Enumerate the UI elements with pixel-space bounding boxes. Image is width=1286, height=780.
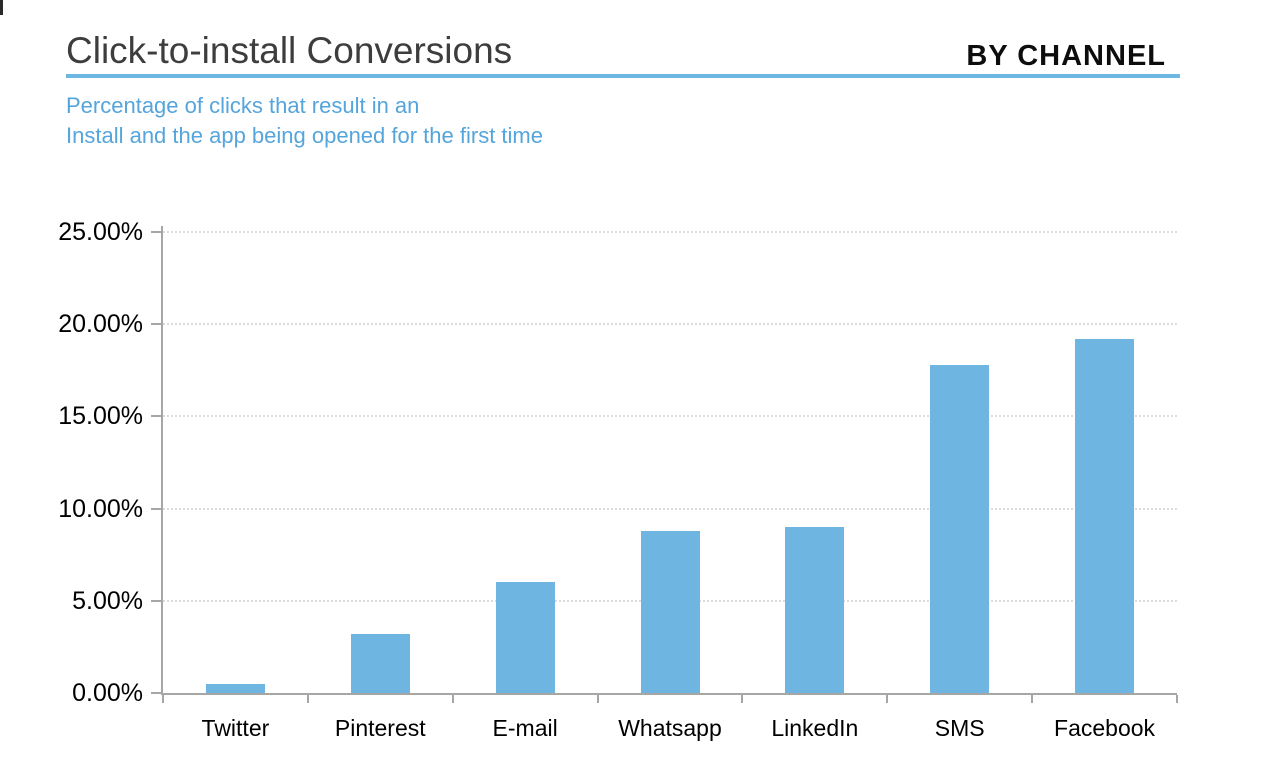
x-axis-label-sms: SMS xyxy=(934,715,985,741)
subtitle-line-2: Install and the app being opened for the… xyxy=(66,123,543,148)
x-axis-tick xyxy=(1176,695,1178,703)
gridline-25 xyxy=(163,231,1177,233)
y-axis-tick xyxy=(151,415,161,418)
x-axis-label-whatsapp: Whatsapp xyxy=(618,715,722,741)
y-axis-tick xyxy=(151,231,161,233)
x-axis-label-twitter: Twitter xyxy=(201,715,270,741)
bar-pinterest xyxy=(350,634,410,693)
bar-whatsapp xyxy=(640,530,700,693)
bar-facebook xyxy=(1075,338,1135,693)
x-axis-tick xyxy=(162,695,164,703)
y-axis-label-15: 15.00% xyxy=(58,402,143,431)
y-axis-label-5: 5.00% xyxy=(72,586,143,615)
x-axis-label-linkedin: LinkedIn xyxy=(771,715,859,741)
x-axis-tick xyxy=(306,695,309,703)
y-axis-tick xyxy=(151,323,161,326)
gridline-15 xyxy=(163,415,1177,418)
y-axis-label-20: 20.00% xyxy=(58,310,143,339)
x-axis-line xyxy=(161,693,1177,695)
x-axis-tick xyxy=(741,695,744,703)
subtitle-line-1: Percentage of clicks that result in an xyxy=(66,93,420,118)
bar-linkedin xyxy=(785,527,845,693)
x-axis-label-facebook: Facebook xyxy=(1054,715,1156,741)
y-axis-label-0: 0.00% xyxy=(72,679,143,707)
page-title: Click-to-install Conversions xyxy=(66,30,513,71)
y-axis-tick xyxy=(151,692,161,694)
accent-divider xyxy=(66,74,1180,78)
x-axis-label-e-mail: E-mail xyxy=(492,715,558,741)
y-axis-tick xyxy=(151,599,161,602)
x-axis-tick xyxy=(1031,695,1034,703)
x-axis-tick xyxy=(451,695,454,703)
corner-artifact xyxy=(0,0,3,15)
bar-chart: 0.00% 5.00% 10.00% 15.00% 20.00% 25.00% Twitte… xyxy=(58,219,1178,741)
bar-twitter xyxy=(205,683,265,693)
y-axis-label-25: 25.00% xyxy=(58,218,143,246)
by-channel-label: BY CHANNEL xyxy=(966,40,1166,72)
y-axis-label-10: 10.00% xyxy=(58,494,143,523)
chart-subtitle: Percentage of clicks that result in an I… xyxy=(66,91,543,151)
x-axis-tick xyxy=(596,695,599,703)
gridline-20 xyxy=(163,323,1177,326)
gridline-10 xyxy=(163,507,1177,510)
x-axis-tick xyxy=(886,695,889,703)
bar-e-mail xyxy=(495,582,555,693)
y-axis-tick xyxy=(151,507,161,510)
y-axis-line xyxy=(161,226,163,693)
x-axis-label-pinterest: Pinterest xyxy=(334,715,426,741)
bar-sms xyxy=(930,364,990,693)
